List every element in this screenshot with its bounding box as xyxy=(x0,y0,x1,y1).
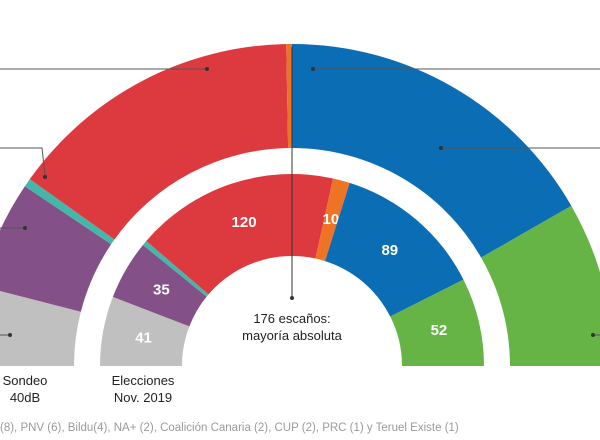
outer-ring-segment-3 xyxy=(29,44,289,240)
inner-ring-label-0: 41 xyxy=(135,329,152,346)
inner-ring-segment-2 xyxy=(142,240,209,297)
outer-ring-segment-5 xyxy=(292,44,572,258)
outer-ring-caption-line-1: Sondeo xyxy=(3,373,48,388)
outer-ring-caption-line-2: 40dB xyxy=(10,390,40,405)
leaders xyxy=(0,67,600,337)
inner-ring-segment-0 xyxy=(100,296,190,366)
leader-purple-dot xyxy=(23,226,27,230)
outer-ring-sondeo xyxy=(0,44,600,366)
leader-grey-dot xyxy=(8,333,12,337)
inner-ring-elecciones: 41353120108952 xyxy=(100,174,484,366)
leader-orange-dot xyxy=(311,67,315,71)
inner-ring-segment-4 xyxy=(315,178,350,262)
outer-ring-segment-0 xyxy=(0,291,81,366)
outer-ring-segment-4 xyxy=(286,44,292,149)
inner-ring-label-1: 35 xyxy=(153,281,170,298)
outer-ring-segment-1 xyxy=(0,186,112,312)
inner-ring-label-5: 89 xyxy=(381,242,398,259)
outer-ring-segment-2 xyxy=(24,179,115,245)
inner-ring-label-6: 52 xyxy=(431,322,448,339)
inner-ring-segment-6 xyxy=(390,279,484,366)
outer-ring-segment-6 xyxy=(481,205,600,366)
inner-ring-segment-3 xyxy=(146,174,334,295)
leader-red-dot xyxy=(205,67,209,71)
inner-ring-segment-5 xyxy=(325,182,464,317)
leader-teal xyxy=(0,147,46,177)
footnote: (8), PNV (6), Bildu(4), NA+ (2), Coalici… xyxy=(0,422,459,434)
inner-ring-segment-1 xyxy=(112,244,207,327)
inner-ring-label-3: 120 xyxy=(232,214,257,231)
leader-teal-dot xyxy=(43,175,47,179)
inner-ring-caption-line-1: Elecciones xyxy=(112,373,175,388)
center-text-line-1: 176 escaños: xyxy=(253,311,330,326)
leader-blue-dot xyxy=(439,146,443,150)
leader-green-dot xyxy=(591,333,595,337)
inner-ring-label-4: 10 xyxy=(323,211,340,228)
inner-ring-caption-line-2: Nov. 2019 xyxy=(114,390,172,405)
majority-dot xyxy=(290,296,294,300)
center-text-line-2: mayoría absoluta xyxy=(242,328,342,343)
